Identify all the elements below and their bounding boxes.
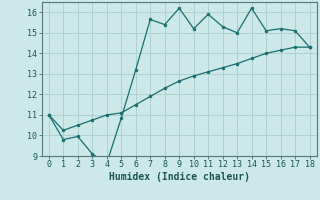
X-axis label: Humidex (Indice chaleur): Humidex (Indice chaleur) [109, 172, 250, 182]
